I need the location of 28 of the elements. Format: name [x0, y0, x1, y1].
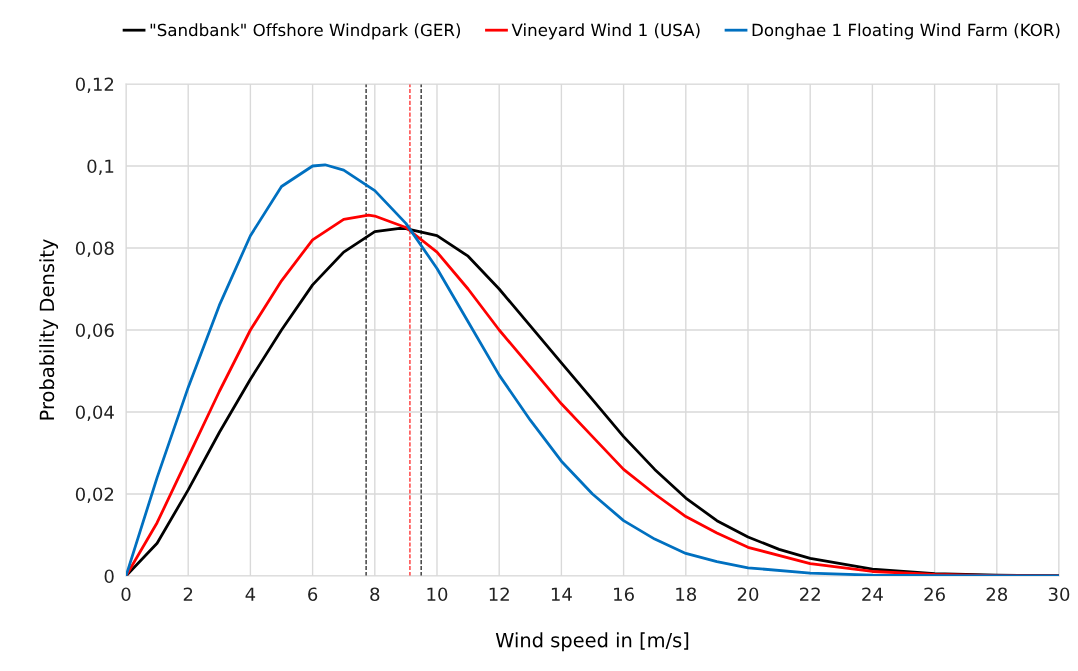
- x-tick-label: 6: [308, 587, 318, 602]
- x-tick-label: 16: [614, 587, 634, 602]
- y-tick-label: 0,06: [75, 323, 114, 339]
- x-tick-label: 10: [427, 587, 448, 602]
- x-tick-label: 30: [1048, 587, 1070, 602]
- x-tick-label: 14: [551, 587, 572, 601]
- y-tick-label: 0: [104, 569, 114, 584]
- x-tick-label: 26: [924, 587, 945, 602]
- x-tick-label: 24: [862, 587, 883, 601]
- y-tick-label: 0,12: [75, 77, 114, 93]
- legend-label: "Sandbank" Offshore Windpark (GER): [150, 23, 461, 40]
- x-tick-label: 22: [800, 587, 820, 601]
- y-tick-label: 0,04: [75, 405, 114, 421]
- y-axis-title: Probability Density: [39, 239, 59, 420]
- y-tick-label: 0,08: [75, 241, 114, 257]
- x-tick-label: 12: [489, 587, 509, 601]
- x-tick-label: 28: [986, 587, 1008, 602]
- x-tick-label: 0: [121, 587, 131, 602]
- x-tick-label: 18: [676, 587, 697, 602]
- y-tick-label: 0,02: [75, 487, 114, 503]
- x-tick-label: 4: [245, 587, 256, 601]
- y-tick-label: 0,1: [87, 159, 114, 175]
- legend-label: Vineyard Wind 1 (USA): [511, 23, 700, 40]
- x-axis-title: Wind speed in [m/s]: [495, 632, 689, 652]
- x-tick-label: 20: [737, 587, 759, 602]
- legend-label: Donghae 1 Floating Wind Farm (KOR): [752, 23, 1060, 40]
- x-tick-label: 2: [183, 587, 193, 601]
- x-tick-label: 8: [370, 587, 380, 602]
